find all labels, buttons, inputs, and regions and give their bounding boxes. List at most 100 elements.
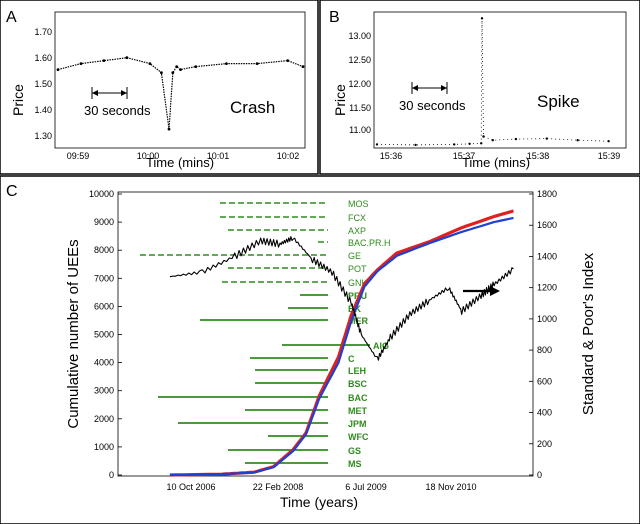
panel-c: C Cumulative number of UEEs Standard & P…: [0, 175, 640, 524]
panel-b-y-ticks: 13.00 12.50 12.00 11.50 11.00: [348, 31, 371, 135]
panel-c-left-ticks: 0 1000 2000 3000 4000 5000 6000 7000 8000 9000 100…: [89, 189, 122, 480]
panel-c-right-ylabel: Standard & Poor's Index: [580, 252, 597, 415]
right-tick-label: 1000: [537, 314, 557, 324]
right-tick-label: 1600: [537, 220, 557, 230]
event-label-bac-pr-h: BAC.PR.H: [348, 238, 391, 248]
event-label-ms: MS: [348, 459, 362, 469]
panel-b-xlabel: Time (mins): [462, 155, 530, 170]
panel-b-xtick: 15:36: [380, 151, 403, 161]
panel-b-data-point: [607, 140, 610, 143]
left-tick-label: 8000: [94, 245, 114, 255]
left-tick-label: 1000: [94, 442, 114, 452]
panel-c-left-ylabel: Cumulative number of UEEs: [65, 239, 82, 428]
event-label-wfc: WFC: [348, 432, 369, 442]
panel-c-event-markers: MOSFCXAXPBAC.PR.HGEPOTGNKPRUBKMERAIGCLEH…: [140, 199, 391, 469]
panel-a-ytick: 1.30: [34, 131, 52, 141]
event-label-gs: GS: [348, 446, 361, 456]
panel-a-price-series: [56, 56, 305, 131]
panel-a-ytick: 1.70: [34, 27, 52, 37]
panel-c-plot-area: [117, 191, 534, 477]
panel-b-data-point: [453, 143, 456, 146]
event-label-leh: LEH: [348, 366, 366, 376]
panel-b-ytick: 11.00: [349, 125, 371, 135]
panel-c-series: [169, 209, 514, 477]
event-label-gnk: GNK: [348, 278, 368, 288]
panel-a-xtick: 10:00: [137, 151, 160, 161]
left-tick-label: 10000: [89, 189, 114, 199]
panel-a-data-point: [194, 65, 198, 68]
left-tick-label: 7000: [94, 273, 114, 283]
panel-b-xtick: 15:39: [598, 151, 621, 161]
event-label-c: C: [348, 354, 355, 364]
left-tick-label: 4000: [94, 358, 114, 368]
panel-a: A Price Time (mins) 1.70 1.60 1.50 1.40 …: [0, 0, 319, 175]
panel-a-ylabel: Price: [10, 84, 26, 116]
panel-a-xlabel: Time (mins): [146, 155, 214, 170]
left-tick-label: 6000: [94, 301, 114, 311]
panel-b-duration-marker: 30 seconds: [399, 82, 466, 113]
event-label-fcx: FCX: [348, 213, 366, 223]
panel-b-data-point: [414, 143, 417, 147]
right-axis-arrow: [463, 286, 500, 296]
series-s-p-500: [169, 236, 514, 361]
right-tick-label: 400: [537, 408, 552, 418]
panel-b-data-point: [545, 137, 548, 140]
panel-b-xtick: 15:38: [527, 151, 550, 161]
panel-c-xlabel: Time (years): [280, 494, 358, 510]
panel-c-xtick: 6 Jul 2009: [345, 482, 387, 492]
panel-b-letter: B: [329, 9, 340, 26]
panel-a-ytick: 1.60: [34, 53, 52, 63]
right-tick-label: 600: [537, 376, 552, 386]
panel-b-xtick: 15:37: [453, 151, 476, 161]
panel-a-duration-marker: 30 seconds: [84, 87, 151, 118]
left-tick-label: 2000: [94, 414, 114, 424]
panel-a-xtick: 10:02: [277, 151, 300, 161]
series-uees-blue-: [169, 216, 514, 477]
event-label-axp: AXP: [348, 226, 366, 236]
panel-b-x-ticks: 15:36 15:37 15:38 15:39: [380, 151, 621, 161]
panel-a-y-ticks: 1.70 1.60 1.50 1.40 1.30: [34, 27, 52, 141]
panel-b-plot-area: [373, 11, 627, 149]
right-tick-label: 1400: [537, 251, 557, 261]
right-tick-label: 1800: [537, 189, 557, 199]
left-tick-label: 3000: [94, 386, 114, 396]
event-label-mer: MER: [348, 316, 369, 326]
event-label-mos: MOS: [348, 199, 369, 209]
panel-a-plot-area: [54, 11, 306, 149]
event-label-met: MET: [348, 406, 368, 416]
right-tick-label: 0: [537, 470, 542, 480]
panel-b-data-point: [576, 139, 579, 142]
panel-b-ylabel: Price: [332, 84, 348, 116]
panel-b-price-series: [375, 17, 610, 147]
panel-c-letter: C: [6, 183, 18, 200]
event-label-pot: POT: [348, 264, 367, 274]
panel-a-duration-label: 30 seconds: [84, 103, 151, 118]
event-label-pru: PRU: [348, 291, 367, 301]
panel-a-price-trace: [57, 57, 303, 130]
panel-b-ytick: 11.50: [349, 103, 371, 113]
event-label-ge: GE: [348, 251, 361, 261]
panel-c-right-ticks: 0 200 400 600 800 1000 1200 1400 1600 1800: [529, 189, 557, 480]
panel-a-xtick: 09:59: [67, 151, 90, 161]
left-tick-label: 0: [109, 470, 114, 480]
panel-a-ytick: 1.50: [34, 79, 52, 89]
panel-b-event-label: Spike: [537, 92, 580, 111]
panel-c-xtick: 10 Oct 2006: [166, 482, 215, 492]
panel-c-xtick: 22 Feb 2008: [253, 482, 304, 492]
panel-b-duration-label: 30 seconds: [399, 98, 466, 113]
panel-c-xtick: 18 Nov 2010: [425, 482, 476, 492]
left-tick-label: 5000: [94, 330, 114, 340]
panel-b-data-point: [480, 17, 484, 20]
panel-a-letter: A: [6, 9, 17, 26]
left-tick-label: 9000: [94, 217, 114, 227]
panel-b: B Price Time (mins) 13.00 12.50 12.00 11…: [319, 0, 640, 175]
event-label-bac: BAC: [348, 393, 368, 403]
panel-a-x-ticks: 09:59 10:00 10:01 10:02: [67, 151, 300, 161]
event-label-jpm: JPM: [348, 419, 367, 429]
right-tick-label: 200: [537, 439, 552, 449]
event-label-aig: AIG: [373, 341, 389, 351]
right-tick-label: 800: [537, 345, 552, 355]
panel-b-ytick: 12.50: [348, 55, 371, 65]
right-tick-label: 1200: [537, 283, 557, 293]
panel-b-ytick: 12.00: [348, 79, 371, 89]
